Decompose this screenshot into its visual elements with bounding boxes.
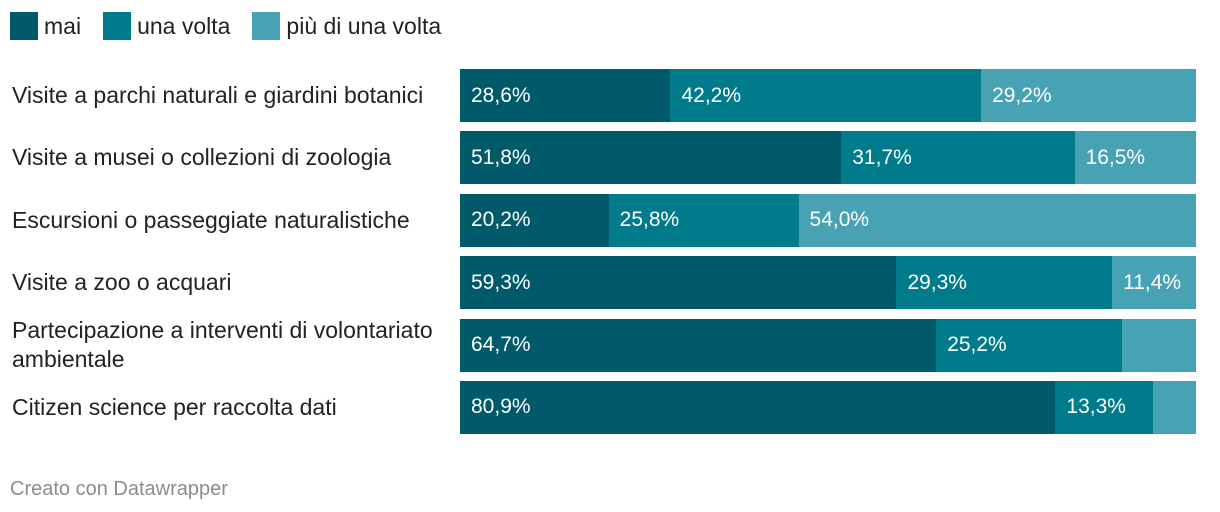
value-label-row-6-mai: 80,9% [471,395,531,419]
value-label-row-4-piu-di-una-volta: 11,4% [1123,270,1182,294]
chart-row-5: Partecipazione a interventi di volontari… [0,317,1220,373]
bar-segment-row-2-mai: 51,8% [460,131,842,185]
bar-segment-row-5-piu-di-una-volta [1121,318,1196,372]
value-label-row-2-piu-di-una-volta: 16,5% [1085,145,1146,169]
value-label-row-3-piu-di-una-volta: 54,0% [809,208,870,232]
chart-row-3: Escursioni o passeggiate naturalistiche 2… [0,193,1220,247]
chart-row-6: Citizen science per raccolta dati 80,9% 13… [0,380,1220,434]
value-label-row-2-una-volta: 31,7% [852,145,912,169]
bar-segment-row-6-mai: 80,9% [460,380,1056,434]
bar-segment-row-1-una-volta: 42,2% [670,69,982,122]
value-label-row-1-piu-di-una-volta: 29,2% [992,83,1052,107]
bar-segment-row-5-una-volta: 25,2% [936,318,1122,372]
category-label-row-1: Visite a parchi naturali e giardini bota… [12,82,424,108]
value-label-row-1-mai: 28,6% [471,83,531,107]
legend-swatch-piu-di-una-volta [252,12,281,40]
legend-label-una-volta: una volta [137,13,231,39]
value-label-row-5-mai: 64,7% [471,333,531,357]
bar-row-3: 20,2% 25,8% 54,0% [460,193,1196,247]
legend-label-piu-di-una-volta: più di una volta [286,13,442,39]
bar-row-1: 28,6% 42,2% 29,2% [460,69,1196,122]
bar-row-4: 59,3% 29,3% 11,4% [460,256,1196,310]
bar-segment-row-3-mai: 20,2% [460,193,609,247]
legend-item-una-volta: una volta [103,12,230,40]
legend-swatch-una-volta [103,12,132,40]
bar-segment-row-3-piu-di-una-volta: 54,0% [798,193,1196,247]
datawrapper-credit-link[interactable]: Creato con Datawrapper [10,478,228,500]
bar-row-2: 51,8% 31,7% 16,5% [460,131,1196,185]
legend-label-mai: mai [44,13,82,39]
bar-segment-row-1-piu-di-una-volta: 29,2% [981,69,1196,122]
stacked-bar-chart: Visite a parchi naturali e giardini bota… [0,69,1220,434]
value-label-row-5-una-volta: 25,2% [947,333,1007,357]
bar-row-6: 80,9% 13,3% [460,380,1196,434]
bar-segment-row-5-mai: 64,7% [460,318,937,372]
chart-row-1: Visite a parchi naturali e giardini bota… [0,69,1220,122]
value-label-row-4-una-volta: 29,3% [907,270,967,294]
value-label-row-2-mai: 51,8% [471,145,531,169]
category-label-row-4: Visite a zoo o acquari [12,269,232,296]
category-label-row-6: Citizen science per raccolta dati [12,393,337,420]
bar-segment-row-4-una-volta: 29,3% [896,256,1113,310]
value-label-row-4-mai: 59,3% [471,270,531,294]
bar-row-5: 64,7% 25,2% [460,318,1196,372]
chart-row-4: Visite a zoo o acquari 59,3% 29,3% 11,4% [0,256,1220,310]
value-label-row-6-una-volta: 13,3% [1066,395,1126,419]
legend-item-piu-di-una-volta: più di una volta [252,12,441,40]
legend-swatch-mai [10,12,38,40]
bar-segment-row-6-piu-di-una-volta [1153,380,1196,434]
category-label-row-5: Partecipazione a interventi di volontari… [12,317,433,373]
category-label-row-3: Escursioni o passeggiate naturalistiche [12,206,410,233]
bar-segment-row-2-una-volta: 31,7% [841,131,1075,185]
chart-row-2: Visite a musei o collezioni di zoologia 5… [0,131,1220,185]
legend: mai una volta più di una volta [10,12,463,40]
value-label-row-3-una-volta: 25,8% [619,208,680,232]
bar-segment-row-3-una-volta: 25,8% [608,193,799,247]
legend-item-mai: mai [10,12,81,40]
bar-segment-row-2-piu-di-una-volta: 16,5% [1074,131,1196,185]
value-label-row-3-mai: 20,2% [471,208,531,232]
bar-segment-row-1-mai: 28,6% [460,69,671,122]
value-label-row-1-una-volta: 42,2% [681,83,742,107]
category-label-row-2: Visite a musei o collezioni di zoologia [12,144,392,171]
bar-segment-row-4-mai: 59,3% [460,256,897,310]
bar-segment-row-4-piu-di-una-volta: 11,4% [1112,256,1196,310]
bar-segment-row-6-una-volta: 13,3% [1055,380,1154,434]
